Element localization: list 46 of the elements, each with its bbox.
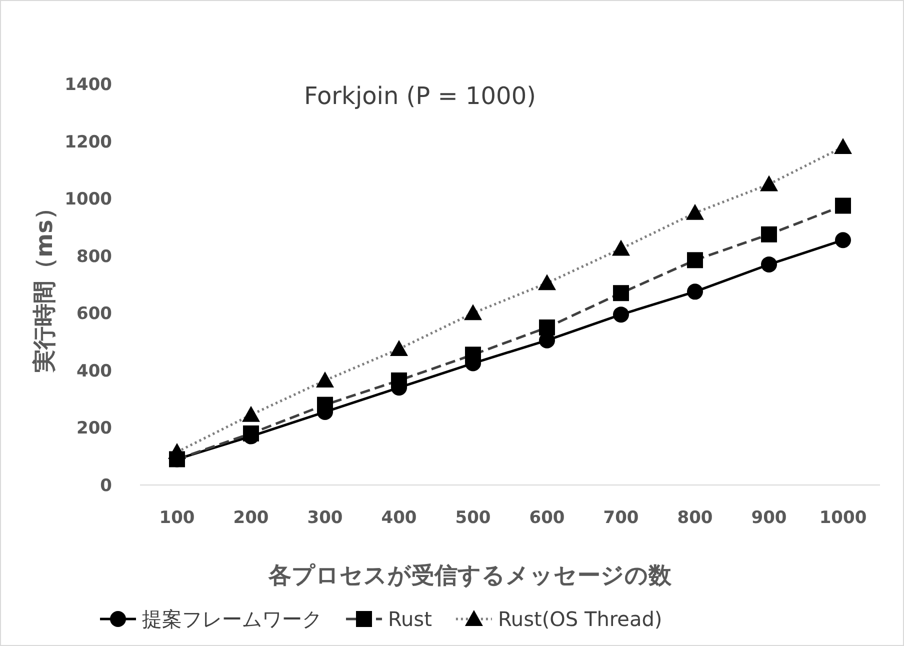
point [465, 346, 481, 363]
x-tick-label: 100 [159, 508, 195, 528]
legend-label: Rust [388, 607, 432, 631]
point [760, 175, 778, 192]
point [613, 306, 629, 323]
x-tick-label: 700 [603, 508, 639, 528]
point [464, 304, 482, 320]
y-tick-label: 1000 [64, 190, 112, 210]
x-tick-label: 300 [307, 508, 343, 528]
point [390, 340, 408, 356]
point [761, 256, 777, 272]
point [687, 284, 703, 300]
y-axis-title: 実行時間（ms） [31, 196, 58, 374]
point [612, 240, 630, 256]
point [242, 406, 260, 422]
point [686, 204, 704, 220]
x-tick-label: 900 [751, 508, 787, 528]
point [539, 319, 555, 336]
point [613, 285, 629, 302]
y-tick-label: 200 [76, 418, 112, 439]
point [538, 274, 556, 290]
y-tick-label: 0 [100, 476, 112, 496]
x-tick-label: 600 [529, 508, 565, 528]
point [687, 252, 703, 268]
legend-label: Rust(OS Thread) [498, 607, 662, 631]
x-tick-label: 800 [677, 508, 713, 528]
point [834, 138, 852, 154]
x-tick-label: 400 [381, 508, 417, 528]
point [317, 396, 333, 413]
point [761, 226, 777, 242]
y-tick-label: 1400 [64, 75, 112, 95]
chart-title: Forkjoin (P = 1000) [304, 82, 536, 110]
point [316, 371, 334, 388]
y-tick-label: 400 [76, 361, 112, 382]
y-tick-label: 600 [76, 304, 112, 324]
point [391, 372, 407, 388]
point [835, 198, 851, 214]
point [168, 443, 186, 460]
y-tick-label: 1200 [64, 132, 112, 152]
y-tick-label: 800 [76, 246, 112, 267]
x-tick-label: 200 [233, 508, 269, 528]
x-tick-label: 500 [455, 508, 491, 528]
x-axis-title: 各プロセスが受信するメッセージの数 [268, 563, 672, 589]
point [835, 232, 851, 248]
x-tick-label: 1000 [819, 508, 867, 528]
legend-label: 提案フレームワーク [142, 607, 322, 631]
